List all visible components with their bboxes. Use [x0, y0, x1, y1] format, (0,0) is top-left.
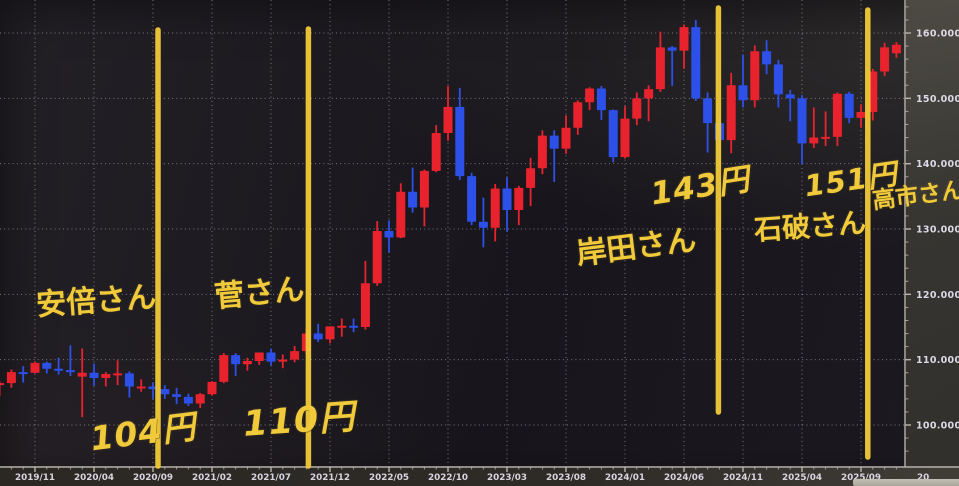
svg-text:110.000: 110.000 [916, 355, 959, 366]
y-axis-panel [906, 0, 959, 468]
svg-text:2021/07: 2021/07 [251, 473, 291, 483]
x-axis-panel [0, 468, 959, 486]
svg-text:130.000: 130.000 [916, 224, 959, 235]
svg-text:2021/02: 2021/02 [192, 473, 232, 483]
svg-text:2020/09: 2020/09 [133, 473, 173, 483]
svg-text:100.000: 100.000 [916, 420, 959, 431]
svg-text:2025/09: 2025/09 [841, 473, 881, 483]
svg-text:2022/10: 2022/10 [428, 473, 468, 483]
svg-text:2025/04: 2025/04 [782, 473, 822, 483]
bottom-right-scrollbar [853, 479, 959, 486]
svg-text:2022/05: 2022/05 [369, 473, 409, 483]
svg-text:140.000: 140.000 [916, 159, 959, 170]
svg-text:2024/01: 2024/01 [605, 473, 645, 483]
svg-text:2020/04: 2020/04 [74, 473, 114, 483]
svg-text:2021/12: 2021/12 [310, 473, 350, 483]
svg-text:160.000: 160.000 [916, 29, 959, 40]
svg-text:2019/11: 2019/11 [15, 473, 55, 483]
annotation-suga-label: 菅さん [212, 272, 306, 315]
svg-text:150.000: 150.000 [916, 94, 959, 105]
annotation-abe-label: 安倍さん [35, 279, 158, 324]
svg-text:120.000: 120.000 [916, 290, 959, 301]
svg-text:20: 20 [917, 473, 929, 483]
svg-text:2023/03: 2023/03 [487, 473, 527, 483]
annotation-suga-price: 110円 [241, 397, 357, 445]
svg-text:2024/11: 2024/11 [723, 473, 763, 483]
svg-text:2024/06: 2024/06 [664, 473, 704, 483]
svg-text:2023/08: 2023/08 [546, 473, 586, 483]
annotation-ishiba-label: 石破さん [753, 206, 868, 247]
